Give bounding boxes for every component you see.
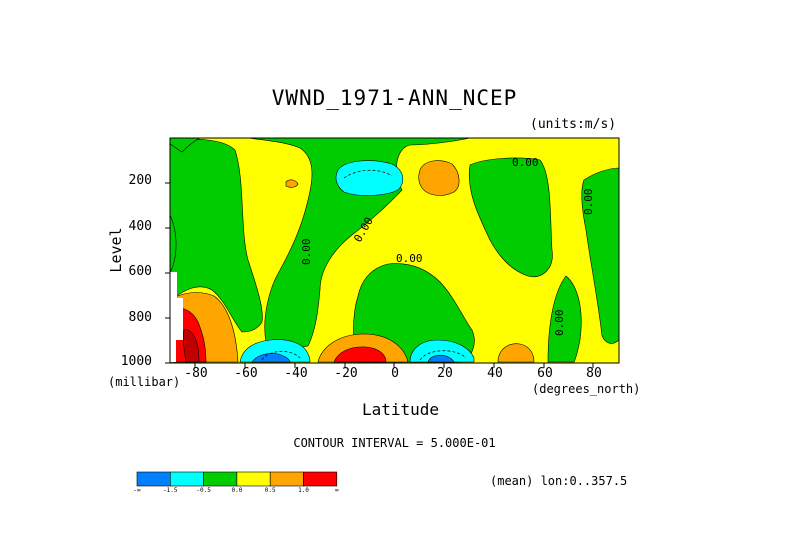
contour-line-negative <box>343 169 393 179</box>
units-label: (units:m/s) <box>530 117 617 132</box>
contour-label: 0.00 <box>396 252 423 265</box>
contour-fill-field <box>170 138 619 363</box>
contour-label: 0.00 <box>553 310 566 337</box>
contour-fill-blue <box>251 353 291 363</box>
contour-fill-cyan <box>409 339 475 363</box>
contour-fill-green <box>581 167 619 344</box>
colorbar-tick-label: -1.5 <box>163 487 178 494</box>
contour-label: 0.00 <box>300 239 313 266</box>
contour-interval-label: CONTOUR INTERVAL = 5.000E-01 <box>293 436 496 450</box>
contour-line-negative <box>261 351 301 361</box>
colorbar-tick-label: 0.5 <box>264 487 276 494</box>
x-tick-label: 60 <box>537 366 553 381</box>
colorbar-tick-label: -∞ <box>133 487 141 494</box>
colorbar-tick-label: ∞ <box>334 487 339 494</box>
contour-label: 0.00 <box>512 156 539 169</box>
domain-label: (mean) lon:0..357.5 <box>490 474 628 488</box>
x-tick-label: 80 <box>586 366 602 381</box>
colorbar-bin <box>203 471 238 487</box>
contour-fill-cyan <box>239 339 311 363</box>
contour-fill-red <box>333 346 387 363</box>
colorbar-bin <box>170 471 204 487</box>
colorbar <box>136 471 338 487</box>
contour-fill-cyan <box>335 160 404 196</box>
contour-fill-orange <box>418 160 460 196</box>
contour-fill-orange <box>285 179 299 188</box>
chart-title: VWND_1971-ANN_NCEP <box>271 86 518 110</box>
x-axis-ticks <box>194 363 594 368</box>
x-tick-label: 40 <box>487 366 503 381</box>
contour-fill-green <box>468 157 553 278</box>
contour-fill-orange <box>497 343 535 363</box>
missing-data-region <box>170 272 183 362</box>
y-axis-units: (millibar) <box>108 375 181 389</box>
x-tick-label: -60 <box>234 366 258 381</box>
x-tick-label: -40 <box>284 366 308 381</box>
y-tick-label: 600 <box>128 264 152 279</box>
y-tick-label: 800 <box>128 310 152 325</box>
contour-fill-blue <box>427 354 455 363</box>
contour-fill-green <box>170 138 201 153</box>
colorbar-tick-label: 1.0 <box>298 487 309 494</box>
y-tick-label: 1000 <box>120 354 152 369</box>
colorbar-bin <box>269 471 304 487</box>
contour-fill-darkred <box>182 329 200 363</box>
contour-fill-green <box>170 139 263 333</box>
x-tick-label: 20 <box>437 366 453 381</box>
contour-fill-green <box>547 275 582 363</box>
colorbar-bin <box>303 471 338 487</box>
y-tick-label: 200 <box>128 173 152 188</box>
x-tick-label: 0 <box>391 366 399 381</box>
colorbar-tick-label: 0.0 <box>231 487 243 494</box>
y-axis-ticks <box>165 182 170 364</box>
contour-label: 0.00 <box>582 189 595 216</box>
y-tick-label: 400 <box>128 219 152 234</box>
x-tick-label: -80 <box>184 366 208 381</box>
colorbar-bin <box>136 471 171 487</box>
contour-line-negative <box>419 350 467 361</box>
x-axis-label: Latitude <box>362 400 440 419</box>
colorbar-bin <box>236 471 271 487</box>
x-tick-label: -20 <box>334 366 358 381</box>
x-axis-units: (degrees_north) <box>532 382 641 396</box>
colorbar-tick-label: -0.5 <box>196 487 211 494</box>
